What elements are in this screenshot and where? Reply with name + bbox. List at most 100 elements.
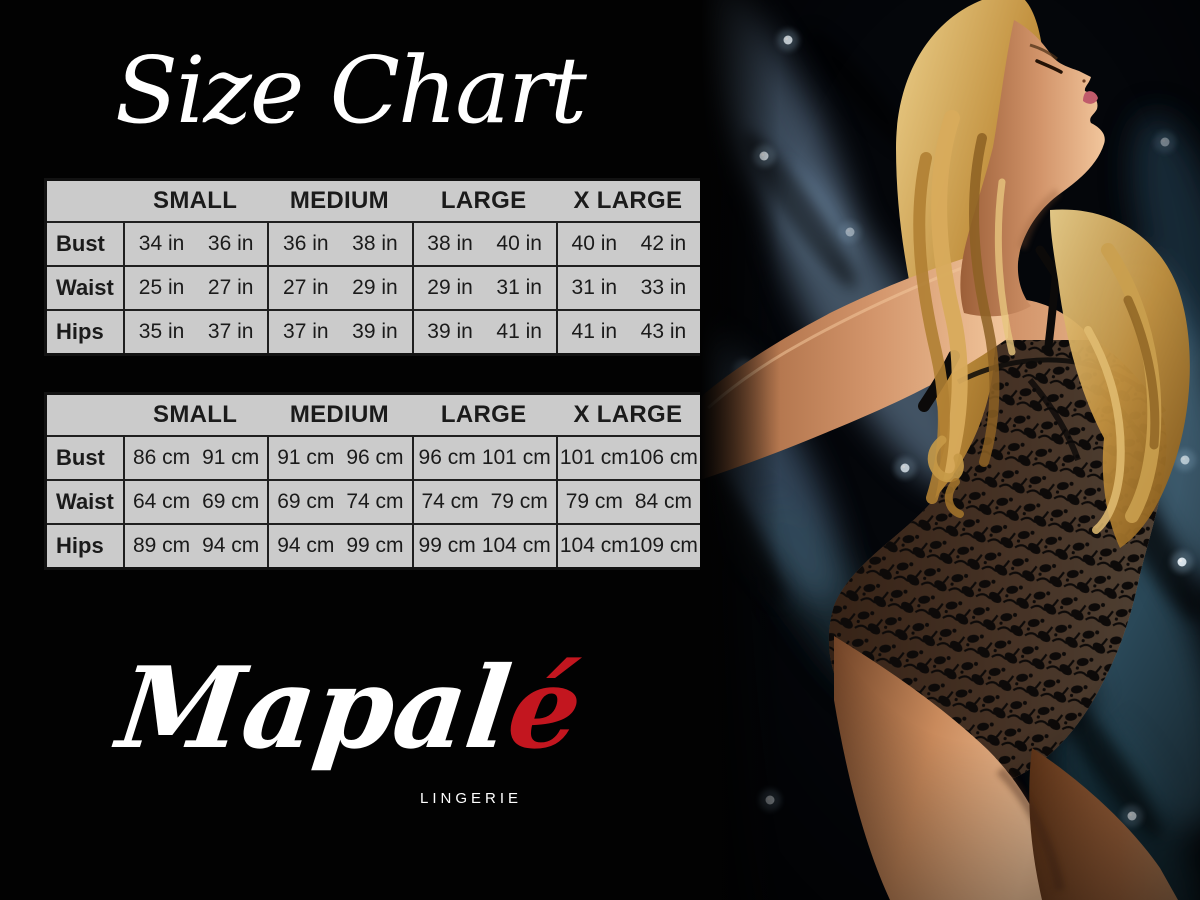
size-value: 29 in bbox=[352, 276, 398, 299]
size-value: 86 cm bbox=[132, 446, 191, 469]
logo-subtitle: LINGERIE bbox=[420, 790, 523, 807]
size-cell-group: 89 cm 94 cm bbox=[123, 525, 267, 567]
column-header-xlarge: X LARGE bbox=[573, 401, 683, 428]
size-value: 74 cm bbox=[421, 490, 479, 513]
model-photo bbox=[700, 0, 1200, 900]
column-header-large: LARGE bbox=[440, 187, 527, 214]
table-header-row: SMALL MEDIUM LARGE X LARGE bbox=[47, 181, 700, 221]
size-value: 104 cm bbox=[559, 534, 629, 557]
logo-accent-letter: é bbox=[501, 643, 589, 774]
table-header-row: SMALL MEDIUM LARGE X LARGE bbox=[47, 395, 700, 435]
row-label: Hips bbox=[56, 533, 104, 558]
size-value: 41 in bbox=[496, 320, 542, 343]
size-value: 39 in bbox=[427, 320, 473, 343]
size-cell-group: 40 in 42 in bbox=[555, 223, 700, 265]
size-cell-group: 79 cm 84 cm bbox=[555, 481, 700, 523]
size-cell-group: 25 in 27 in bbox=[123, 267, 267, 309]
row-label: Bust bbox=[56, 445, 105, 470]
size-value: 79 cm bbox=[490, 490, 548, 513]
size-value: 64 cm bbox=[132, 490, 191, 513]
column-header-medium: MEDIUM bbox=[289, 401, 389, 428]
size-cell-group: 31 in 33 in bbox=[555, 267, 700, 309]
size-value: 79 cm bbox=[565, 490, 623, 513]
size-value: 104 cm bbox=[481, 534, 551, 557]
size-value: 96 cm bbox=[418, 446, 476, 469]
size-value: 69 cm bbox=[277, 490, 335, 513]
size-value: 40 in bbox=[571, 232, 618, 255]
size-value: 84 cm bbox=[634, 490, 693, 513]
size-value: 31 in bbox=[496, 276, 542, 299]
size-value: 43 in bbox=[640, 320, 687, 343]
size-cell-group: 91 cm 96 cm bbox=[267, 437, 411, 479]
size-table-inches: SMALL MEDIUM LARGE X LARGE Bust 34 in 36 … bbox=[44, 178, 703, 356]
column-header-small: SMALL bbox=[153, 401, 238, 428]
column-header-medium: MEDIUM bbox=[289, 187, 389, 214]
table-row-waist: Waist 64 cm 69 cm 69 cm 74 cm 74 cm 79 cm 7… bbox=[47, 479, 700, 523]
size-cell-group: 94 cm 99 cm bbox=[267, 525, 411, 567]
size-cell-group: 27 in 29 in bbox=[267, 267, 411, 309]
size-value: 41 in bbox=[571, 320, 618, 343]
size-value: 106 cm bbox=[629, 446, 698, 469]
row-label: Hips bbox=[56, 319, 104, 344]
vignette bbox=[700, 0, 1200, 900]
size-value: 96 cm bbox=[346, 446, 404, 469]
size-cell-group: 86 cm 91 cm bbox=[123, 437, 267, 479]
logo-wordmark: Mapalé bbox=[0, 643, 707, 774]
size-value: 36 in bbox=[283, 232, 329, 255]
size-value: 99 cm bbox=[418, 534, 476, 557]
size-cell-group: 34 in 36 in bbox=[123, 223, 267, 265]
corner-cell bbox=[47, 181, 123, 221]
size-value: 101 cm bbox=[559, 446, 629, 469]
size-value: 31 in bbox=[571, 276, 618, 299]
size-cell-group: 69 cm 74 cm bbox=[267, 481, 411, 523]
size-cell-group: 99 cm 104 cm bbox=[411, 525, 556, 567]
table-row-hips: Hips 35 in 37 in 37 in 39 in 39 in 41 in 41… bbox=[47, 309, 700, 353]
content-column: Size Chart SMALL MEDIUM LARGE X LARGE Bu… bbox=[0, 37, 703, 830]
size-cell-group: 38 in 40 in bbox=[411, 223, 556, 265]
size-value: 109 cm bbox=[629, 534, 698, 557]
size-value: 89 cm bbox=[132, 534, 191, 557]
size-value: 25 in bbox=[138, 276, 185, 299]
size-cell-group: 39 in 41 in bbox=[411, 311, 556, 353]
table-row-hips: Hips 89 cm 94 cm 94 cm 99 cm 99 cm 104 cm 1… bbox=[47, 523, 700, 567]
row-label: Bust bbox=[56, 231, 105, 256]
size-value: 37 in bbox=[207, 320, 254, 343]
size-cell-group: 37 in 39 in bbox=[267, 311, 411, 353]
size-value: 91 cm bbox=[202, 446, 260, 469]
size-value: 39 in bbox=[352, 320, 398, 343]
size-cell-group: 64 cm 69 cm bbox=[123, 481, 267, 523]
size-value: 38 in bbox=[427, 232, 473, 255]
size-value: 40 in bbox=[496, 232, 542, 255]
logo-main-text: Mapal bbox=[111, 643, 518, 774]
size-table-cm: SMALL MEDIUM LARGE X LARGE Bust 86 cm 91 … bbox=[44, 392, 703, 570]
size-value: 91 cm bbox=[277, 446, 335, 469]
size-value: 35 in bbox=[138, 320, 185, 343]
size-value: 33 in bbox=[640, 276, 687, 299]
size-value: 29 in bbox=[427, 276, 473, 299]
size-cell-group: 36 in 38 in bbox=[267, 223, 411, 265]
size-value: 36 in bbox=[207, 232, 254, 255]
size-value: 42 in bbox=[640, 232, 687, 255]
corner-cell bbox=[47, 395, 123, 435]
row-label: Waist bbox=[56, 275, 114, 300]
size-value: 99 cm bbox=[346, 534, 404, 557]
size-value: 27 in bbox=[207, 276, 254, 299]
size-value: 69 cm bbox=[202, 490, 260, 513]
table-row-waist: Waist 25 in 27 in 27 in 29 in 29 in 31 in 3… bbox=[47, 265, 700, 309]
column-header-small: SMALL bbox=[153, 187, 238, 214]
size-cell-group: 35 in 37 in bbox=[123, 311, 267, 353]
size-value: 94 cm bbox=[202, 534, 260, 557]
row-label: Waist bbox=[56, 489, 114, 514]
brand-logo: Mapalé LINGERIE bbox=[0, 643, 700, 830]
size-value: 34 in bbox=[138, 232, 185, 255]
size-cell-group: 74 cm 79 cm bbox=[411, 481, 556, 523]
size-value: 38 in bbox=[352, 232, 398, 255]
size-cell-group: 101 cm 106 cm bbox=[555, 437, 700, 479]
table-row-bust: Bust 86 cm 91 cm 91 cm 96 cm 96 cm 101 cm 1… bbox=[47, 435, 700, 479]
size-value: 74 cm bbox=[346, 490, 404, 513]
size-cell-group: 96 cm 101 cm bbox=[411, 437, 556, 479]
size-cell-group: 41 in 43 in bbox=[555, 311, 700, 353]
size-cell-group: 104 cm 109 cm bbox=[555, 525, 700, 567]
page-title: Size Chart bbox=[114, 37, 587, 144]
